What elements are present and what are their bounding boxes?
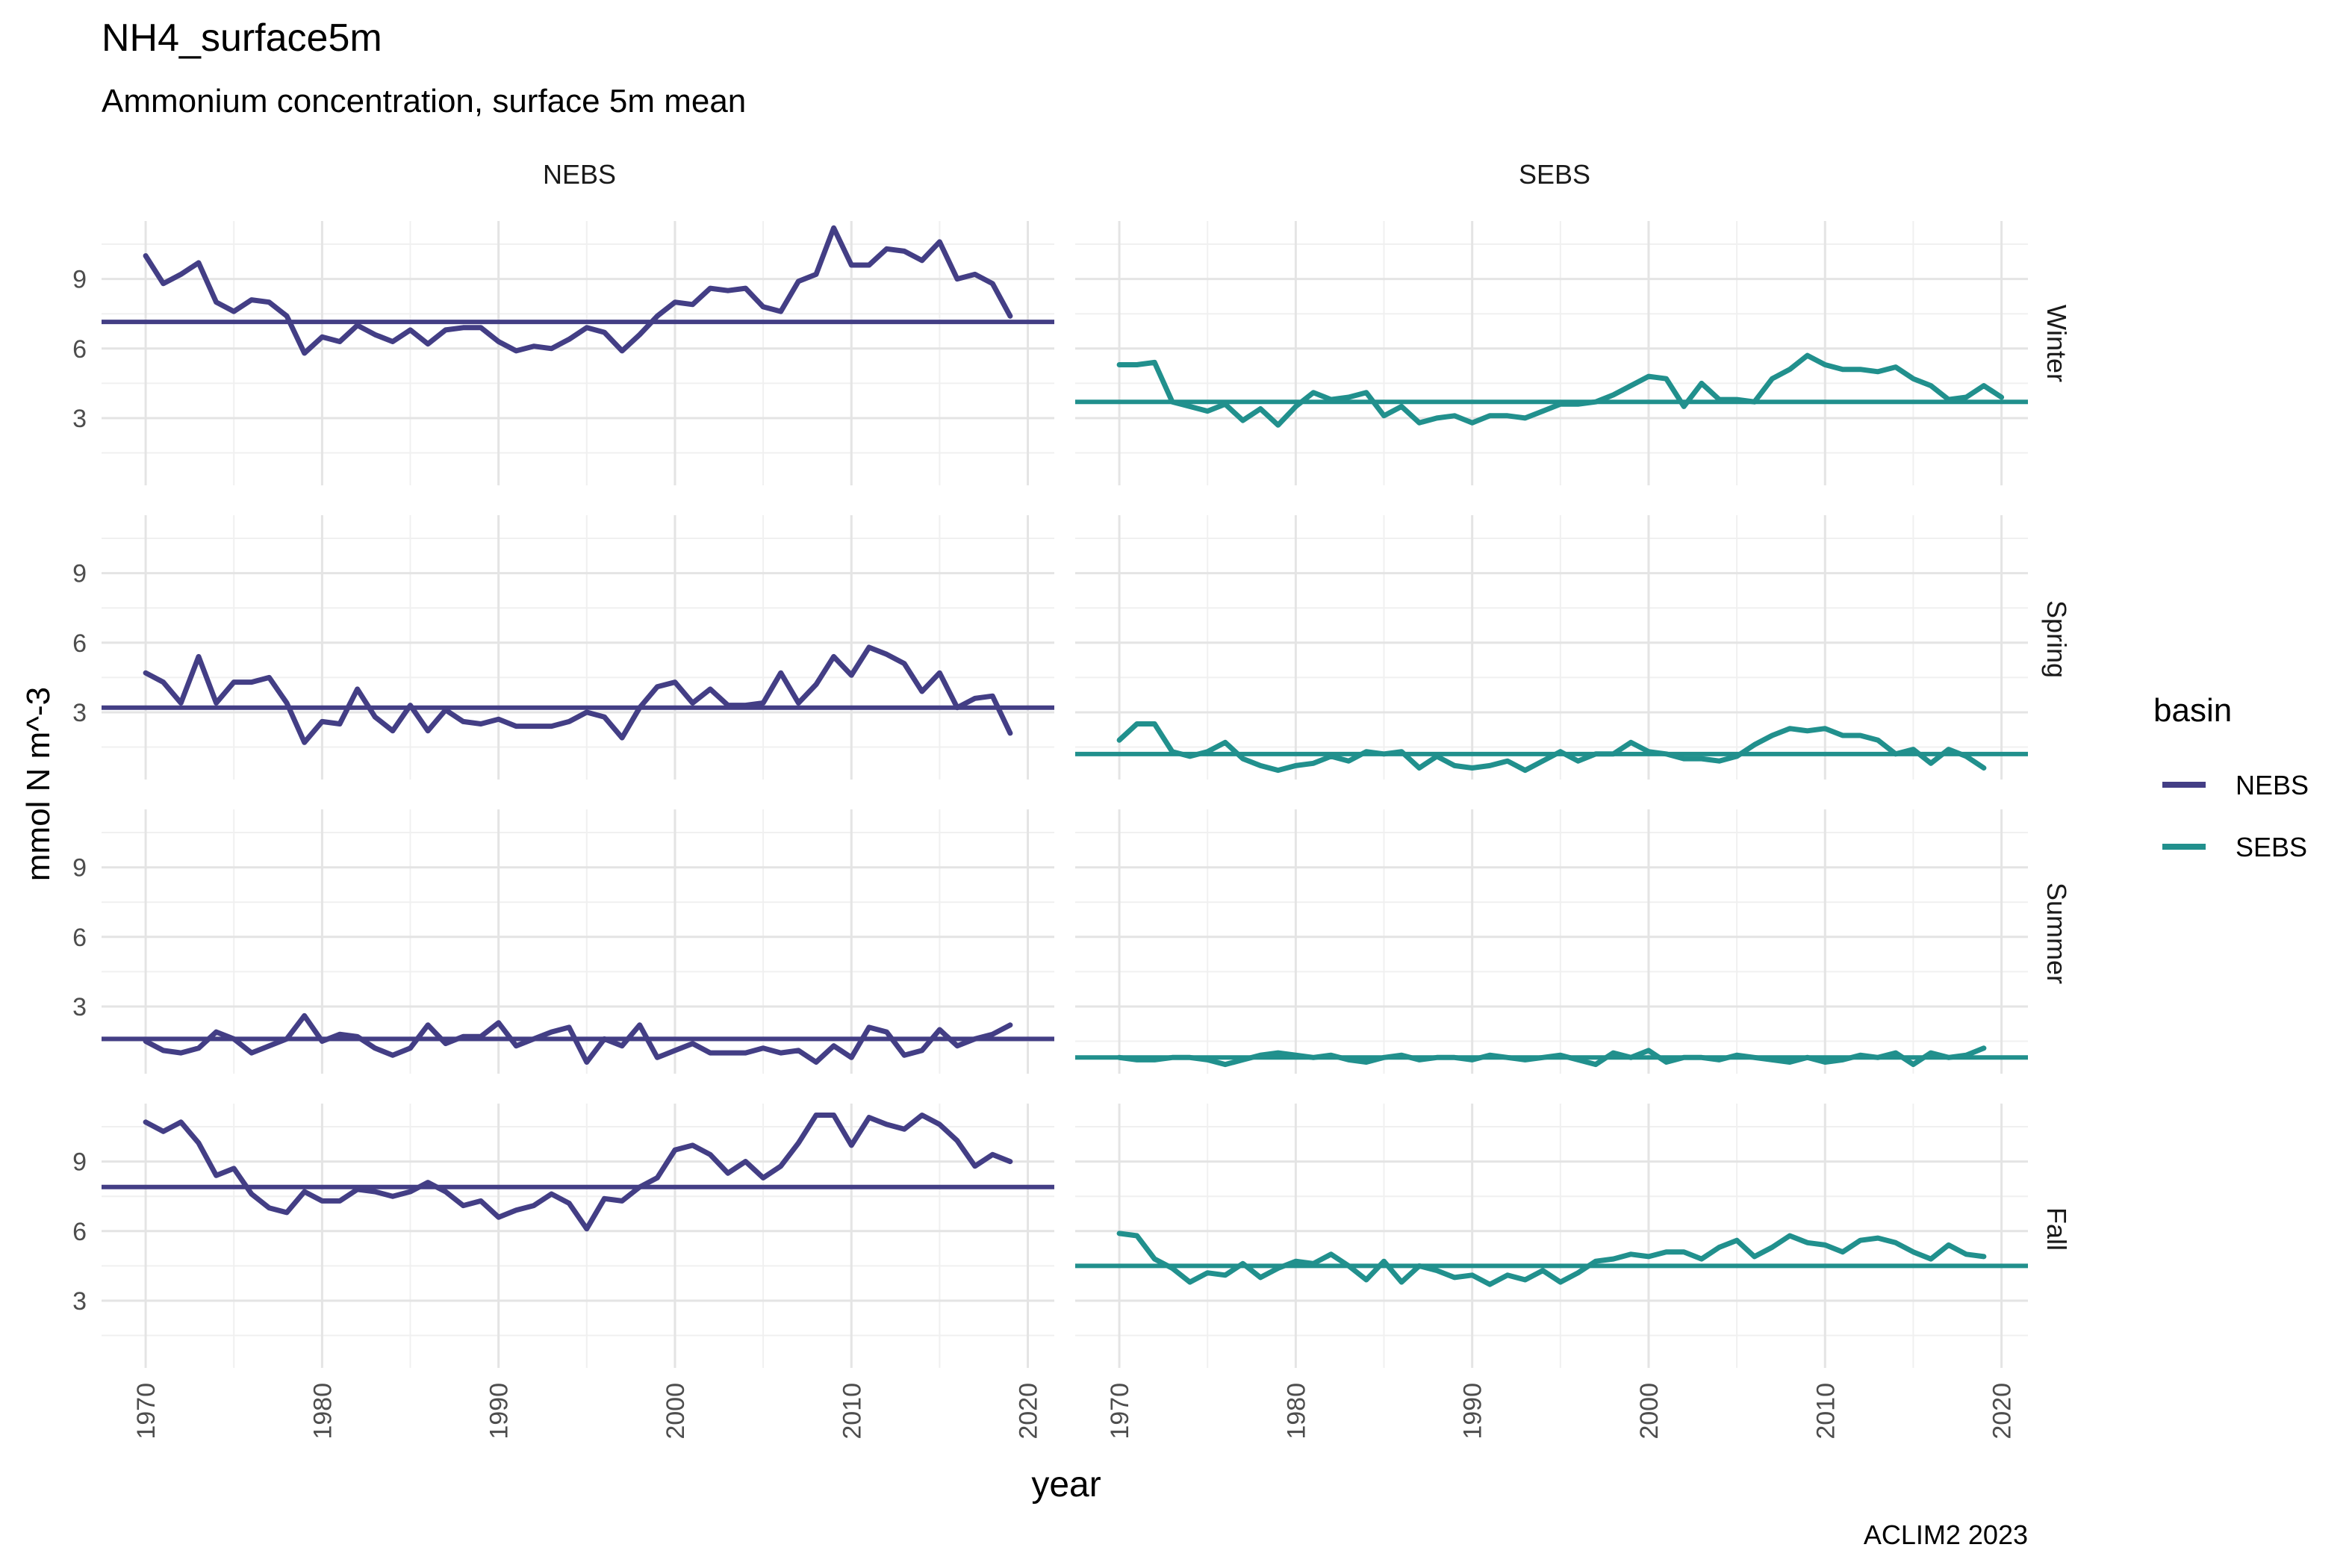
- facet-column-label-sebs: SEBS: [1519, 159, 1590, 190]
- x-tick-label: 1990: [1459, 1383, 1487, 1440]
- x-tick-label: 2000: [1635, 1383, 1664, 1440]
- series-line-sebs-spring: [1116, 721, 1987, 774]
- facet-row-label-fall: Fall: [2041, 1207, 2072, 1251]
- series-line-nebs-summer: [143, 1012, 1013, 1065]
- facet-row-label-summer: Summer: [2041, 883, 2072, 984]
- facet-column-label-nebs: NEBS: [543, 159, 616, 190]
- y-tick-label: 3: [72, 405, 87, 433]
- panel-sebs-summer: [1075, 809, 2028, 1074]
- panel-nebs-summer: 3 6 9: [72, 809, 1054, 1074]
- legend-label-sebs: SEBS: [2236, 832, 2307, 862]
- chart-title: NH4_surface5m: [102, 16, 382, 60]
- y-tick-label: 3: [72, 699, 87, 727]
- x-tick-label: 2000: [662, 1383, 690, 1440]
- x-tick-label: 2010: [838, 1383, 866, 1440]
- series-line-sebs-winter: [1116, 352, 2005, 428]
- panel-sebs-spring: [1075, 515, 2028, 780]
- facet-row-label-winter: Winter: [2041, 305, 2072, 382]
- panel-nebs-fall: 3 6 9 1970 1980 1990 2000 2010 2020: [72, 1104, 1054, 1440]
- y-axis-title: mmol N m^-3: [20, 687, 57, 881]
- y-tick-label: 6: [72, 629, 87, 658]
- panel-nebs-winter: 3 6 9: [72, 221, 1054, 485]
- y-tick-label: 9: [72, 854, 87, 883]
- facet-row-label-spring: Spring: [2041, 600, 2072, 678]
- series-line-nebs-fall: [143, 1113, 1013, 1232]
- series-line-sebs-summer: [1116, 1045, 1987, 1068]
- series-line-sebs-fall: [1116, 1231, 1987, 1287]
- x-tick-label: 1980: [1282, 1383, 1310, 1440]
- x-tick-label: 1980: [308, 1383, 337, 1440]
- y-tick-label: 6: [72, 1218, 87, 1246]
- y-tick-label: 6: [72, 335, 87, 364]
- x-tick-label: 1990: [485, 1383, 514, 1440]
- legend-label-nebs: NEBS: [2236, 770, 2309, 800]
- legend-title: basin: [2153, 692, 2232, 729]
- chart-caption: ACLIM2 2023: [1864, 1519, 2028, 1550]
- x-tick-label: 2010: [1811, 1383, 1840, 1440]
- x-tick-label: 2020: [1015, 1383, 1043, 1440]
- chart-subtitle: Ammonium concentration, surface 5m mean: [102, 83, 746, 119]
- y-tick-label: 6: [72, 924, 87, 952]
- x-tick-label: 1970: [1106, 1383, 1134, 1440]
- panel-sebs-fall: 1970 1980 1990 2000 2010 2020: [1075, 1104, 2028, 1440]
- x-axis-title: year: [1031, 1465, 1101, 1505]
- y-tick-label: 9: [72, 266, 87, 294]
- x-tick-label: 1970: [132, 1383, 161, 1440]
- panel-sebs-winter: [1075, 221, 2028, 485]
- series-line-nebs-winter: [143, 225, 1013, 356]
- panel-nebs-spring: 3 6 9: [72, 515, 1054, 780]
- y-tick-label: 3: [72, 1287, 87, 1316]
- x-tick-label: 2020: [1988, 1383, 2017, 1440]
- y-tick-label: 9: [72, 560, 87, 588]
- y-tick-label: 9: [72, 1148, 87, 1177]
- series-line-nebs-spring: [143, 644, 1013, 745]
- y-tick-label: 3: [72, 993, 87, 1021]
